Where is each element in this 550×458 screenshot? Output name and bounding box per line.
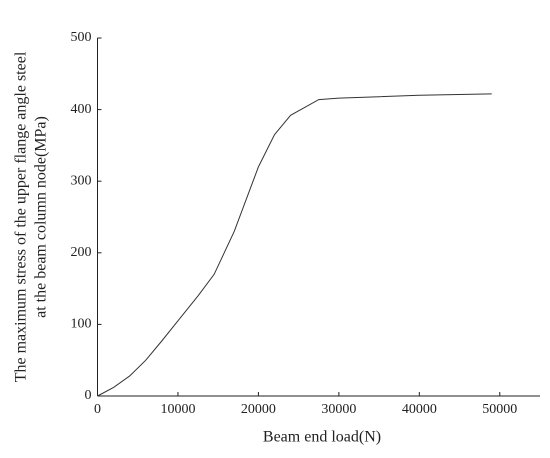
y-tick-label: 0 bbox=[85, 388, 92, 403]
x-tick-label: 50000 bbox=[482, 402, 517, 417]
x-axis-label: Beam end load(N) bbox=[263, 429, 381, 446]
x-tick-label: 0 bbox=[94, 402, 101, 417]
x-tick-label: 20000 bbox=[241, 402, 276, 417]
y-tick-label: 300 bbox=[71, 173, 92, 188]
x-tick-label: 10000 bbox=[160, 402, 195, 417]
y-tick-label: 200 bbox=[71, 245, 92, 260]
y-axis-label: The maximum stress of the upper flange a… bbox=[13, 51, 30, 382]
x-tick-label: 40000 bbox=[402, 402, 437, 417]
y-tick-label: 500 bbox=[71, 30, 92, 45]
y-tick-label: 100 bbox=[71, 317, 92, 332]
x-tick-label: 30000 bbox=[321, 402, 356, 417]
data-line bbox=[97, 93, 492, 397]
y-tick-label: 400 bbox=[71, 102, 92, 117]
y-axis-label: at the beam column node(MPa) bbox=[33, 116, 50, 318]
